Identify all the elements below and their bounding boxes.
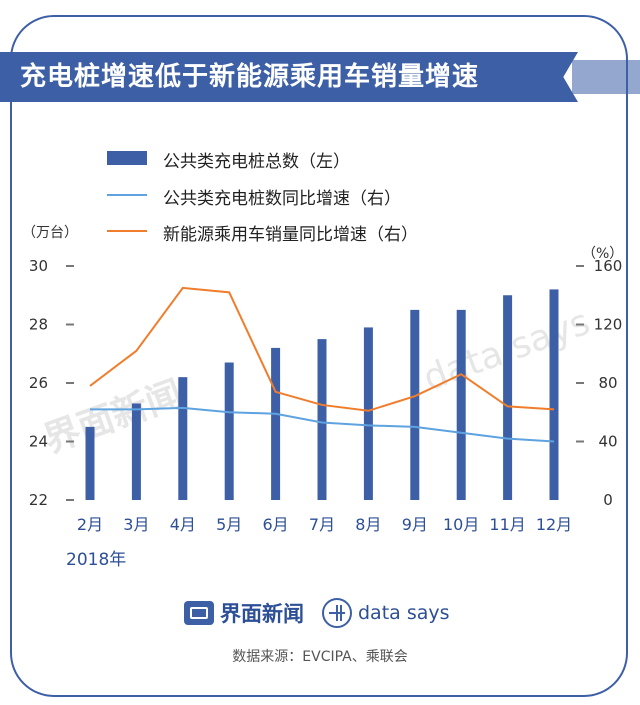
right-tick-label: 120 (594, 316, 623, 334)
left-axis-unit: （万台） (22, 225, 78, 241)
bar (363, 327, 373, 500)
legend-swatch-line2 (107, 230, 147, 232)
legend-label-line2: 新能源乘用车销量同比增速（右） (163, 225, 418, 245)
x-tick-label: 9月 (402, 515, 428, 534)
right-tick-label: 80 (598, 374, 617, 392)
left-tick-label: 24 (29, 433, 48, 451)
banner-left-strip (0, 52, 12, 102)
bar (456, 309, 466, 500)
x-tick-label: 4月 (170, 515, 196, 534)
bar (131, 403, 141, 500)
bar (503, 295, 513, 500)
brand-name: 界面新闻 (220, 602, 304, 626)
right-tick-label: 0 (603, 491, 613, 509)
x-tick-label: 6月 (263, 515, 289, 534)
bar (317, 339, 327, 500)
bar (410, 309, 420, 500)
right-tick-label: 40 (598, 433, 617, 451)
x-tick-label: 10月 (443, 515, 479, 534)
legend-label-line1: 公共类充电桩数同比增速（右） (163, 189, 401, 209)
data-source: 数据来源：EVCIPA、乘联会 (232, 649, 408, 665)
year-label: 2018年 (66, 550, 127, 570)
left-tick-label: 26 (29, 374, 48, 392)
left-tick-label: 22 (29, 491, 48, 509)
x-tick-label: 12月 (536, 515, 572, 534)
title-banner (12, 52, 578, 102)
x-tick-label: 3月 (123, 515, 149, 534)
legend-item-line1 (107, 183, 147, 207)
x-tick-label: 2月 (77, 515, 103, 534)
legend-label-bar: 公共类充电桩总数（左） (163, 152, 350, 172)
banner-extension (572, 60, 640, 94)
bar (271, 347, 281, 500)
x-tick-label: 7月 (309, 515, 335, 534)
bar (549, 289, 559, 500)
legend-item-line2 (107, 219, 147, 243)
footer-brand: 界面新闻 data says (184, 598, 450, 628)
x-tick-label: 11月 (489, 515, 525, 534)
right-tick-label: 160 (594, 257, 623, 275)
left-tick-label: 28 (29, 316, 48, 334)
legend-item-bar (107, 146, 147, 170)
chart-title: 充电桩增速低于新能源乘用车销量增速 (20, 62, 480, 92)
data-says-name: data says (358, 602, 450, 624)
right-axis-unit: （%） (582, 246, 624, 262)
x-tick-label: 8月 (355, 515, 381, 534)
bar (85, 426, 95, 500)
data-says-icon (322, 598, 352, 628)
legend-swatch-bar (107, 151, 147, 165)
left-tick-label: 30 (29, 257, 48, 275)
brand-logo-icon (184, 601, 214, 625)
legend-swatch-line1 (107, 194, 147, 196)
bar (224, 362, 234, 500)
x-tick-label: 5月 (216, 515, 242, 534)
bar (178, 377, 188, 500)
